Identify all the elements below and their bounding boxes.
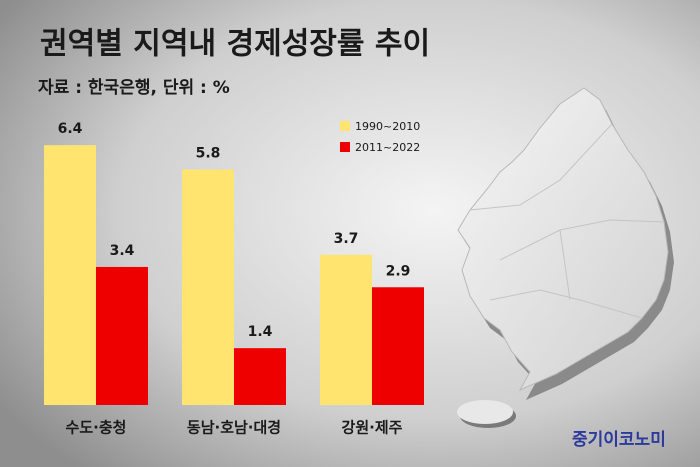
legend-swatch <box>340 121 350 131</box>
value-label: 5.8 <box>196 146 221 162</box>
value-label: 3.4 <box>110 243 135 259</box>
bar <box>372 287 424 405</box>
legend-label: 1990~2010 <box>355 120 420 133</box>
legend-swatch <box>340 142 350 152</box>
x-tick-label: 강원·제주 <box>342 419 403 437</box>
value-label: 1.4 <box>248 324 273 340</box>
value-label: 2.9 <box>386 263 411 279</box>
bar <box>96 266 148 405</box>
x-tick-label: 동남·호남·대경 <box>187 419 281 437</box>
x-tick-label: 수도·충청 <box>66 419 127 437</box>
credit: 중기이코노미 <box>572 430 666 450</box>
bar <box>44 145 96 405</box>
legend-label: 2011~2022 <box>355 141 420 154</box>
map <box>457 87 674 428</box>
bar <box>182 169 234 405</box>
bar <box>320 254 372 405</box>
value-label: 3.7 <box>334 231 359 247</box>
chart-title: 권역별 지역내 경제성장률 추이 <box>40 27 430 62</box>
chart-subtitle: 자료 : 한국은행, 단위 : % <box>38 78 230 98</box>
bar <box>234 348 286 405</box>
value-label: 6.4 <box>58 121 83 137</box>
